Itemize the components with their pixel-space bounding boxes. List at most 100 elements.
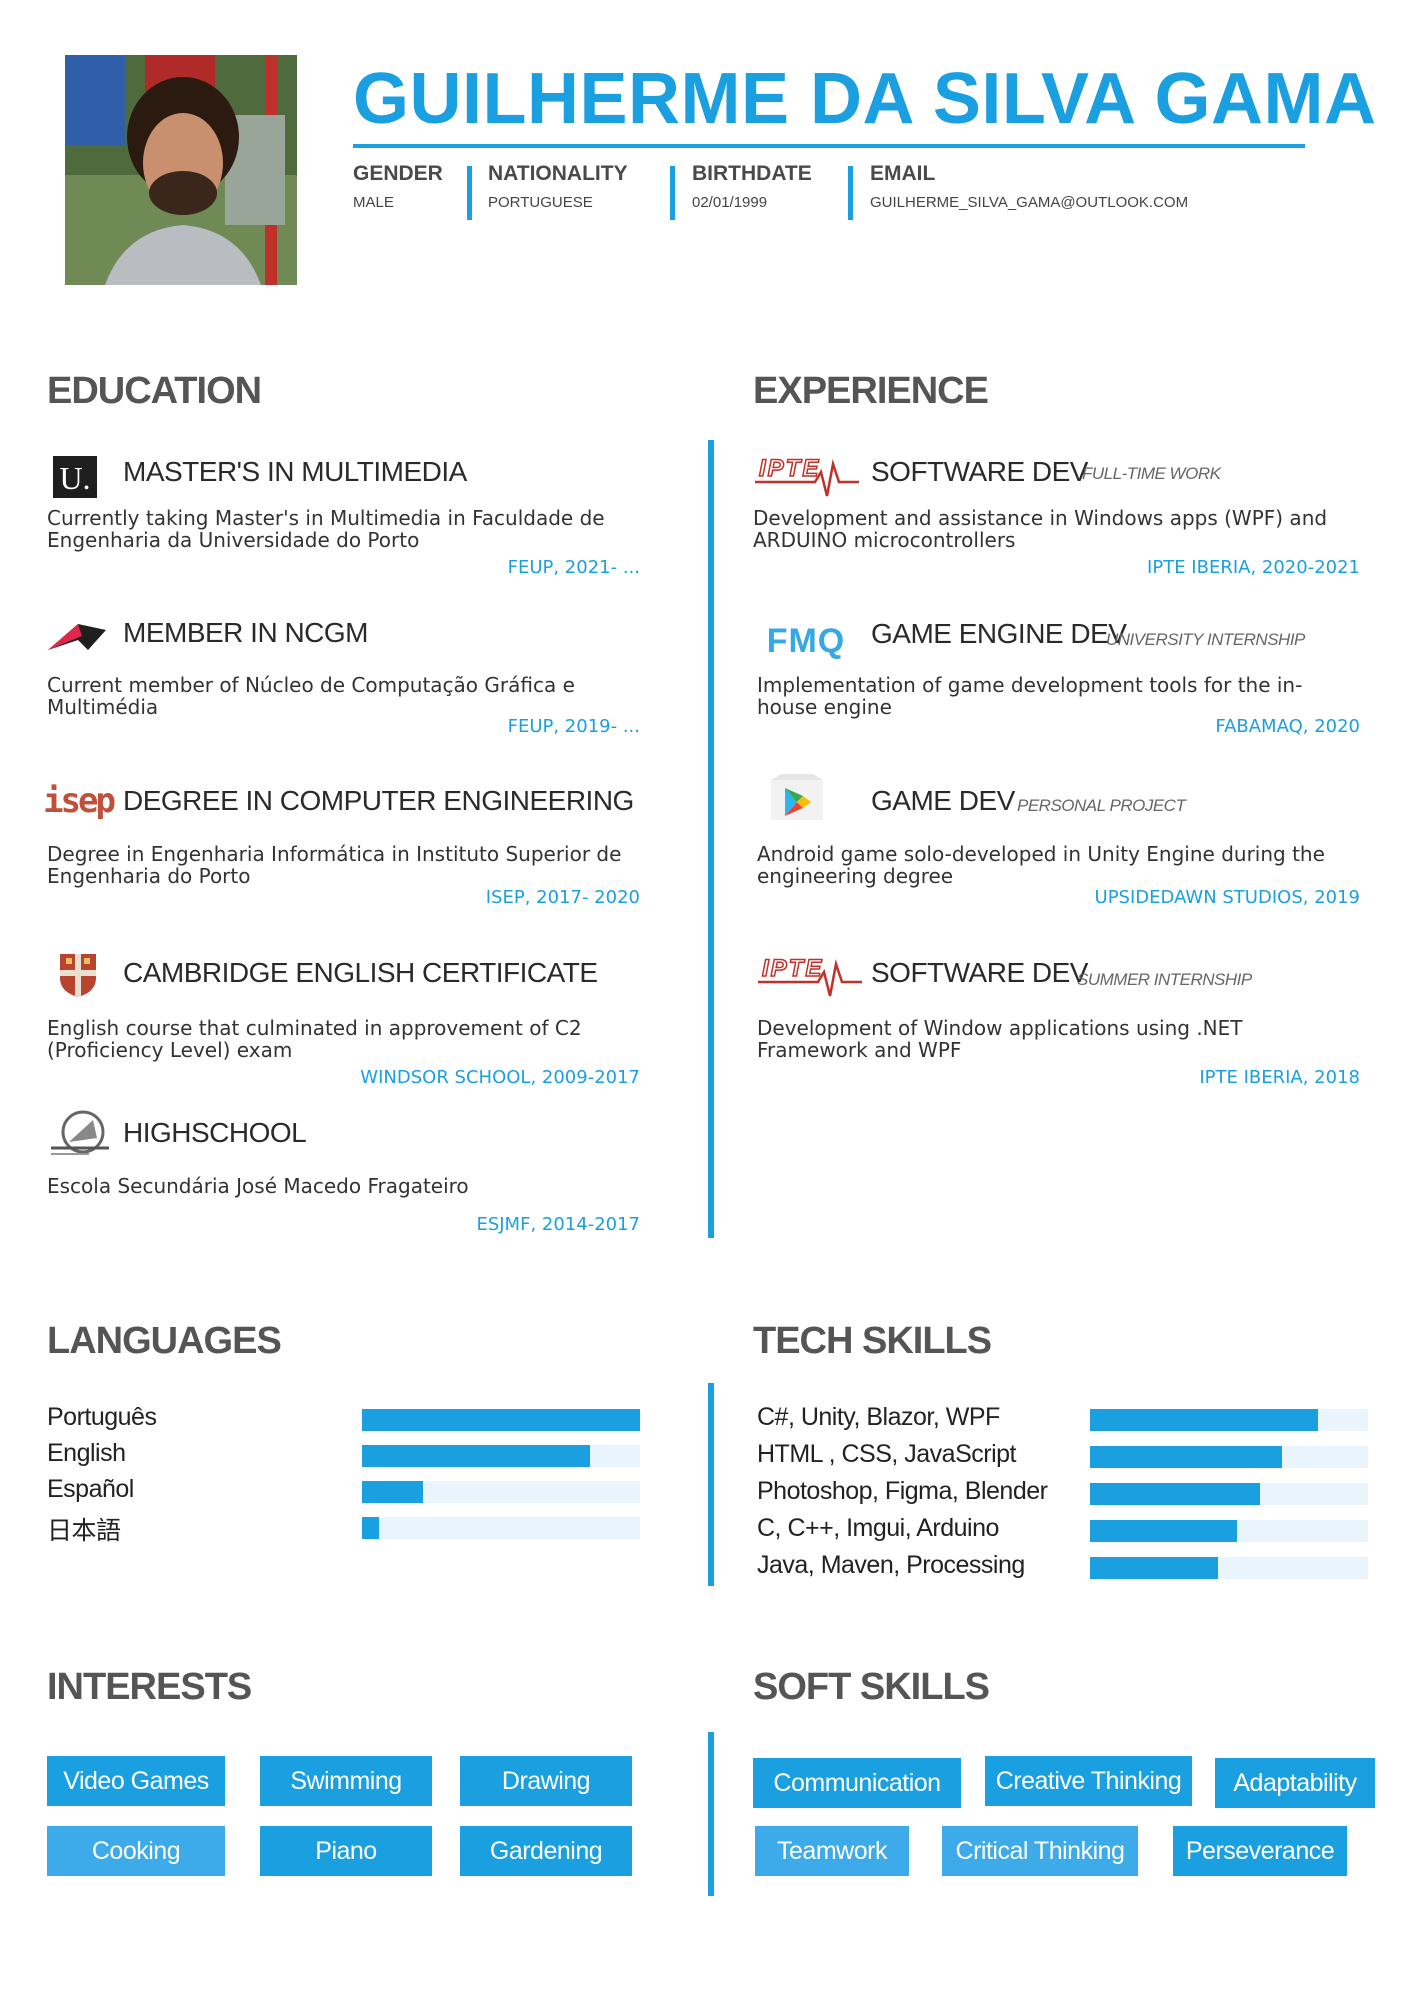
experience-type: FULL-TIME WORK [1082, 464, 1221, 483]
info-divider [467, 166, 472, 220]
skill-bar-fill [362, 1517, 379, 1539]
interest-tag: Swimming [260, 1756, 432, 1806]
soft-skill-tag: Critical Thinking [942, 1826, 1138, 1876]
experience-type: UNIVERSITY INTERNSHIP [1106, 630, 1305, 649]
experience-type: PERSONAL PROJECT [1017, 796, 1186, 815]
skill-label: C#, Unity, Blazor, WPF [757, 1403, 1000, 1431]
info-label: NATIONALITY [488, 162, 628, 185]
soft-skill-tag: Perseverance [1173, 1826, 1347, 1876]
education-title: HIGHSCHOOL [123, 1117, 307, 1148]
fmq-logo: FMQ [758, 618, 854, 664]
name-underline [353, 144, 1305, 148]
skill-bar-fill [362, 1481, 423, 1503]
skill-bar-track [1090, 1409, 1368, 1431]
info-value: PORTUGUESE [488, 194, 593, 211]
skill-label: Photoshop, Figma, Blender [757, 1477, 1048, 1505]
skill-label: Español [47, 1475, 134, 1503]
info-gender: GENDER MALE [353, 162, 443, 211]
interest-tag: Cooking [47, 1826, 225, 1876]
info-birthdate: BIRTHDATE 02/01/1999 [692, 162, 812, 211]
info-divider [848, 166, 853, 220]
u-porto-logo: U. [52, 454, 98, 500]
column-divider [708, 1732, 714, 1896]
skill-label: C, C++, Imgui, Arduino [757, 1514, 999, 1542]
portrait-image [65, 55, 297, 285]
skill-bar-track [1090, 1446, 1368, 1468]
person-name: GUILHERME DA SILVA GAMA [353, 59, 1377, 139]
education-description: English course that culminated in approv… [47, 1016, 582, 1062]
ipte-logo-text: IPTE [759, 455, 820, 482]
info-label: EMAIL [870, 162, 936, 185]
education-institution: FEUP, 2019- ... [507, 716, 640, 737]
education-description: Escola Secundária José Macedo Fragateiro [47, 1174, 469, 1198]
cambridge-crest-logo [58, 952, 98, 998]
interest-tag: Drawing [460, 1756, 632, 1806]
info-value: 02/01/1999 [692, 194, 768, 211]
education-heading: EDUCATION [47, 370, 262, 412]
info-value: MALE [353, 194, 394, 211]
skill-bar-fill [1090, 1557, 1218, 1579]
experience-type: SUMMER INTERNSHIP [1077, 970, 1252, 989]
education-title: CAMBRIDGE ENGLISH CERTIFICATE [123, 957, 598, 988]
experience-description: Development of Window applications using… [757, 1016, 1243, 1062]
info-divider [670, 166, 675, 220]
experience-company: IPTE IBERIA, 2018 [1199, 1067, 1360, 1088]
education-title: MASTER'S IN MULTIMEDIA [123, 456, 467, 487]
education-title: DEGREE IN COMPUTER ENGINEERING [123, 785, 634, 816]
isep-logo-text: isep [43, 781, 116, 821]
fmq-logo-text: FMQ [766, 621, 846, 660]
interests-heading: INTERESTS [47, 1666, 252, 1708]
skill-bar-track [1090, 1557, 1368, 1579]
skill-bar-track [362, 1517, 640, 1539]
ncgm-logo [48, 614, 106, 660]
experience-heading: EXPERIENCE [753, 370, 989, 412]
skill-label: 日本語 [47, 1517, 121, 1545]
column-divider [708, 1383, 714, 1586]
experience-description: Android game solo-developed in Unity Eng… [757, 842, 1325, 888]
soft-skills-heading: SOFT SKILLS [753, 1666, 990, 1708]
google-play-logo [767, 772, 827, 824]
column-divider [708, 440, 714, 1238]
esjmf-logo [49, 1108, 111, 1160]
tech-skills-heading: TECH SKILLS [753, 1320, 992, 1362]
experience-title: SOFTWARE DEV [871, 957, 1088, 988]
info-nationality: NATIONALITY PORTUGUESE [488, 162, 628, 211]
skill-bar-track [362, 1409, 640, 1431]
education-institution: ISEP, 2017- 2020 [485, 887, 640, 908]
education-description: Currently taking Master's in Multimedia … [47, 506, 605, 552]
skill-bar-track [362, 1445, 640, 1467]
soft-skill-tag: Teamwork [755, 1826, 909, 1876]
skill-bar-fill [1090, 1520, 1237, 1542]
ipte-logo-text: IPTE [762, 955, 823, 982]
education-institution: FEUP, 2021- ... [507, 557, 640, 578]
experience-title: GAME ENGINE DEV [871, 618, 1127, 649]
skill-label: Java, Maven, Processing [757, 1551, 1025, 1579]
info-label: GENDER [353, 162, 443, 185]
education-institution: ESJMF, 2014-2017 [476, 1214, 640, 1235]
svg-text:U.: U. [59, 460, 90, 496]
experience-company: IPTE IBERIA, 2020-2021 [1147, 557, 1360, 578]
skill-bar-fill [1090, 1446, 1282, 1468]
education-institution: WINDSOR SCHOOL, 2009-2017 [360, 1067, 640, 1088]
soft-skill-tag: Adaptability [1215, 1758, 1375, 1808]
education-description: Degree in Engenharia Informática in Inst… [47, 842, 622, 888]
info-value[interactable]: GUILHERME_SILVA_GAMA@OUTLOOK.COM [870, 194, 1189, 211]
experience-description: Development and assistance in Windows ap… [753, 506, 1328, 552]
info-email: EMAIL GUILHERME_SILVA_GAMA@OUTLOOK.COM [870, 162, 1188, 211]
info-label: BIRTHDATE [692, 162, 812, 185]
soft-skill-tag: Creative Thinking [985, 1756, 1192, 1806]
skill-bar-fill [1090, 1483, 1260, 1505]
skill-bar-track [1090, 1483, 1368, 1505]
skill-label: HTML , CSS, JavaScript [757, 1440, 1016, 1468]
experience-description: Implementation of game development tools… [757, 673, 1303, 719]
languages-heading: LANGUAGES [47, 1320, 282, 1362]
experience-title: GAME DEV [871, 785, 1015, 816]
interest-tag: Gardening [460, 1826, 632, 1876]
interest-tag: Piano [260, 1826, 432, 1876]
skill-label: Português [47, 1403, 157, 1431]
experience-title: SOFTWARE DEV [871, 456, 1088, 487]
skill-bar-track [1090, 1520, 1368, 1542]
skill-bar-track [362, 1481, 640, 1503]
education-description: Current member of Núcleo de Computação G… [47, 673, 575, 719]
soft-skill-tag: Communication [753, 1758, 961, 1808]
